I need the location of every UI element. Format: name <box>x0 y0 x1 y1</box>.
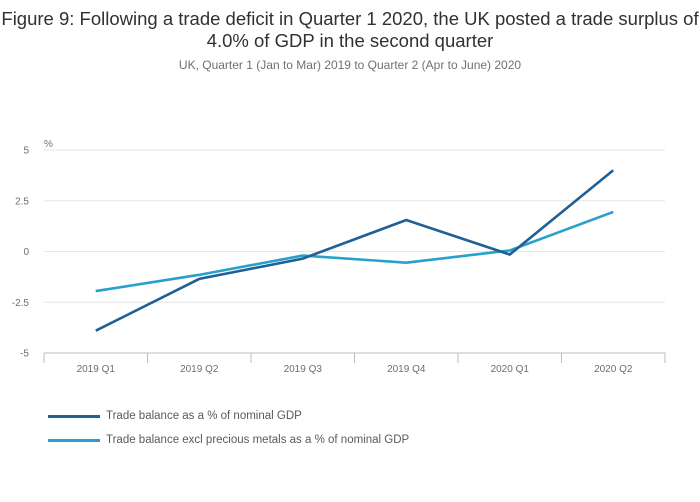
legend: Trade balance as a % of nominal GDP Trad… <box>48 404 409 452</box>
y-axis-label: % <box>44 139 53 150</box>
y-tick-label: 5 <box>23 146 29 157</box>
series-layer <box>95 169 615 332</box>
label-layer: 5 2.5 0 -2.5 -5% 2019 Q1 2019 Q2 2019 Q3 2019 Q4… <box>12 139 633 375</box>
x-tick-label: 2020 Q2 <box>594 364 633 375</box>
y-tick-label: 2.5 <box>15 196 29 207</box>
legend-label-series-2: Trade balance excl precious metals as a … <box>106 434 410 446</box>
legend-label-series-1: Trade balance as a % of nominal GDP <box>106 410 302 422</box>
x-tick-label: 2019 Q1 <box>77 364 116 375</box>
x-tick-label: 2019 Q4 <box>387 364 426 375</box>
chart-title: Figure 9: Following a trade deficit in Q… <box>1 8 699 51</box>
legend-item-series-2[interactable]: Trade balance excl precious metals as a … <box>48 428 409 452</box>
series-line-1 <box>95 169 615 332</box>
y-tick-label: -5 <box>20 349 29 360</box>
y-tick-label: 0 <box>23 247 29 258</box>
x-tick-label: 2019 Q3 <box>284 364 323 375</box>
y-tick-label: -2.5 <box>12 298 30 309</box>
legend-swatch-series-2 <box>48 438 100 442</box>
line-chart: 5 2.5 0 -2.5 -5% 2019 Q1 2019 Q2 2019 Q3 2019 Q4… <box>12 139 666 375</box>
x-tick-label: 2019 Q2 <box>180 364 219 375</box>
legend-item-series-1[interactable]: Trade balance as a % of nominal GDP <box>48 404 409 428</box>
axis-layer <box>43 352 666 363</box>
grid-layer <box>44 149 665 354</box>
legend-swatch-series-1 <box>48 414 100 418</box>
series-line-2 <box>95 210 614 293</box>
chart-subtitle: UK, Quarter 1 (Jan to Mar) 2019 to Quart… <box>178 58 522 72</box>
x-tick-label: 2020 Q1 <box>491 364 530 375</box>
